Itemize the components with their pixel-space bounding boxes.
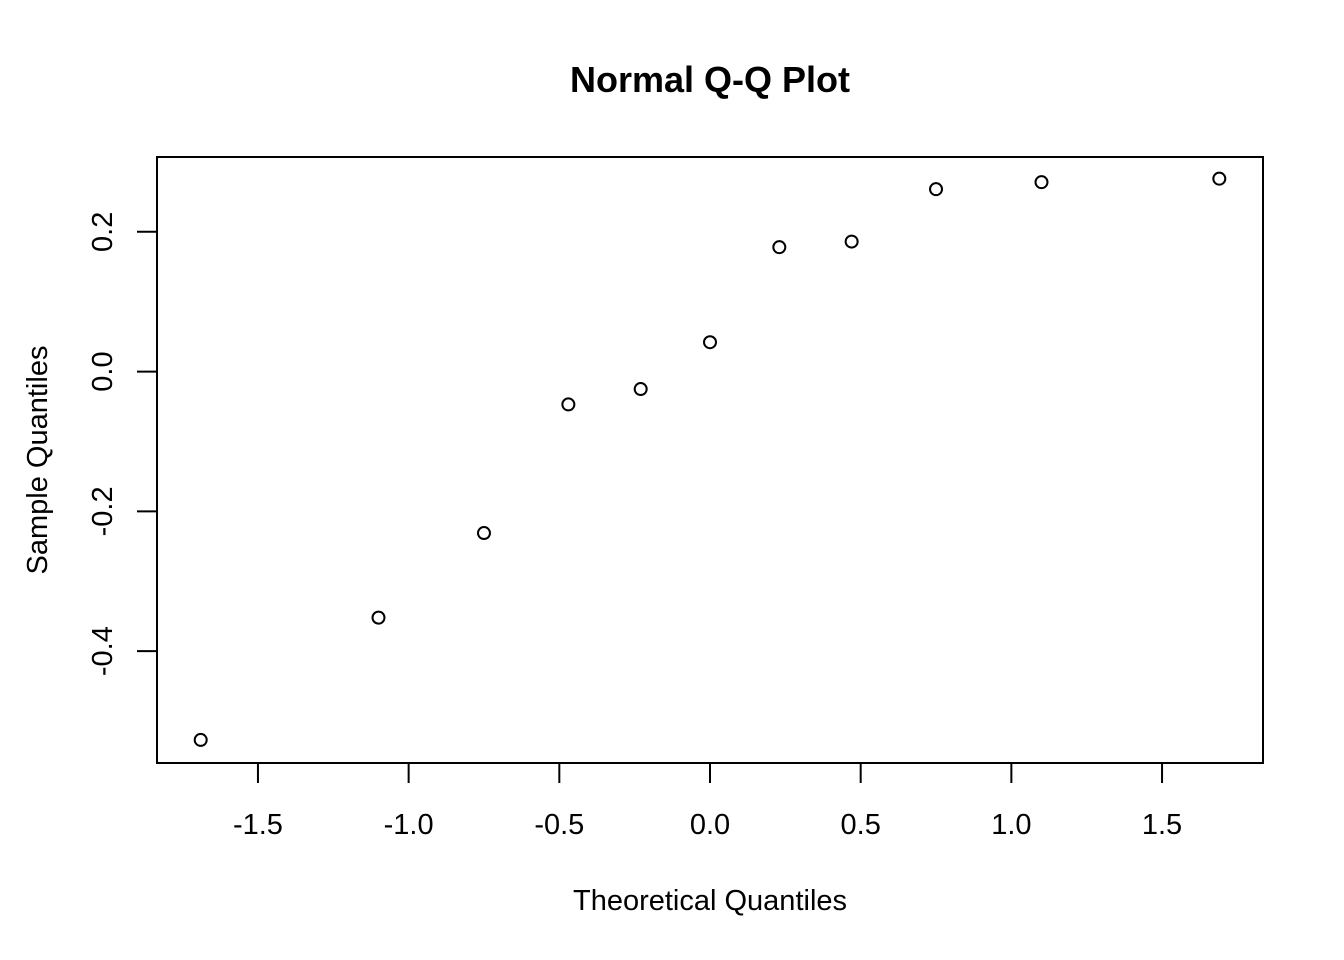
x-tick-label: -1.5 <box>233 809 283 841</box>
data-point <box>703 335 717 350</box>
data-point <box>772 240 787 255</box>
y-tick-label: 0.0 <box>87 351 119 391</box>
x-tick-label: -0.5 <box>534 809 584 841</box>
x-axis: -1.5 -1.0 -0.5 0.0 0.5 1.0 1.5 <box>233 762 1182 841</box>
data-point <box>561 397 576 412</box>
data-point <box>193 732 208 747</box>
data-point <box>929 182 944 197</box>
y-axis: -0.4 -0.2 0.0 0.2 <box>87 212 158 676</box>
data-point <box>844 234 859 249</box>
y-tick-label: -0.4 <box>87 626 119 676</box>
x-tick-label: 1.5 <box>1142 809 1182 841</box>
data-point <box>1212 171 1227 186</box>
chart-title: Normal Q-Q Plot <box>570 59 850 100</box>
data-point <box>476 526 491 541</box>
data-point <box>633 382 648 397</box>
y-tick-label: -0.2 <box>87 486 119 536</box>
data-points <box>193 171 1227 747</box>
data-point <box>1034 175 1049 190</box>
x-tick-label: 0.5 <box>841 809 881 841</box>
x-tick-label: 1.0 <box>991 809 1031 841</box>
x-tick-label: -1.0 <box>384 809 434 841</box>
data-point <box>371 610 386 625</box>
x-tick-label: 0.0 <box>690 809 730 841</box>
y-axis-label: Sample Quantiles <box>22 346 54 575</box>
y-tick-label: 0.2 <box>87 212 119 252</box>
x-axis-label: Theoretical Quantiles <box>573 885 847 917</box>
plot-frame <box>156 156 1264 764</box>
